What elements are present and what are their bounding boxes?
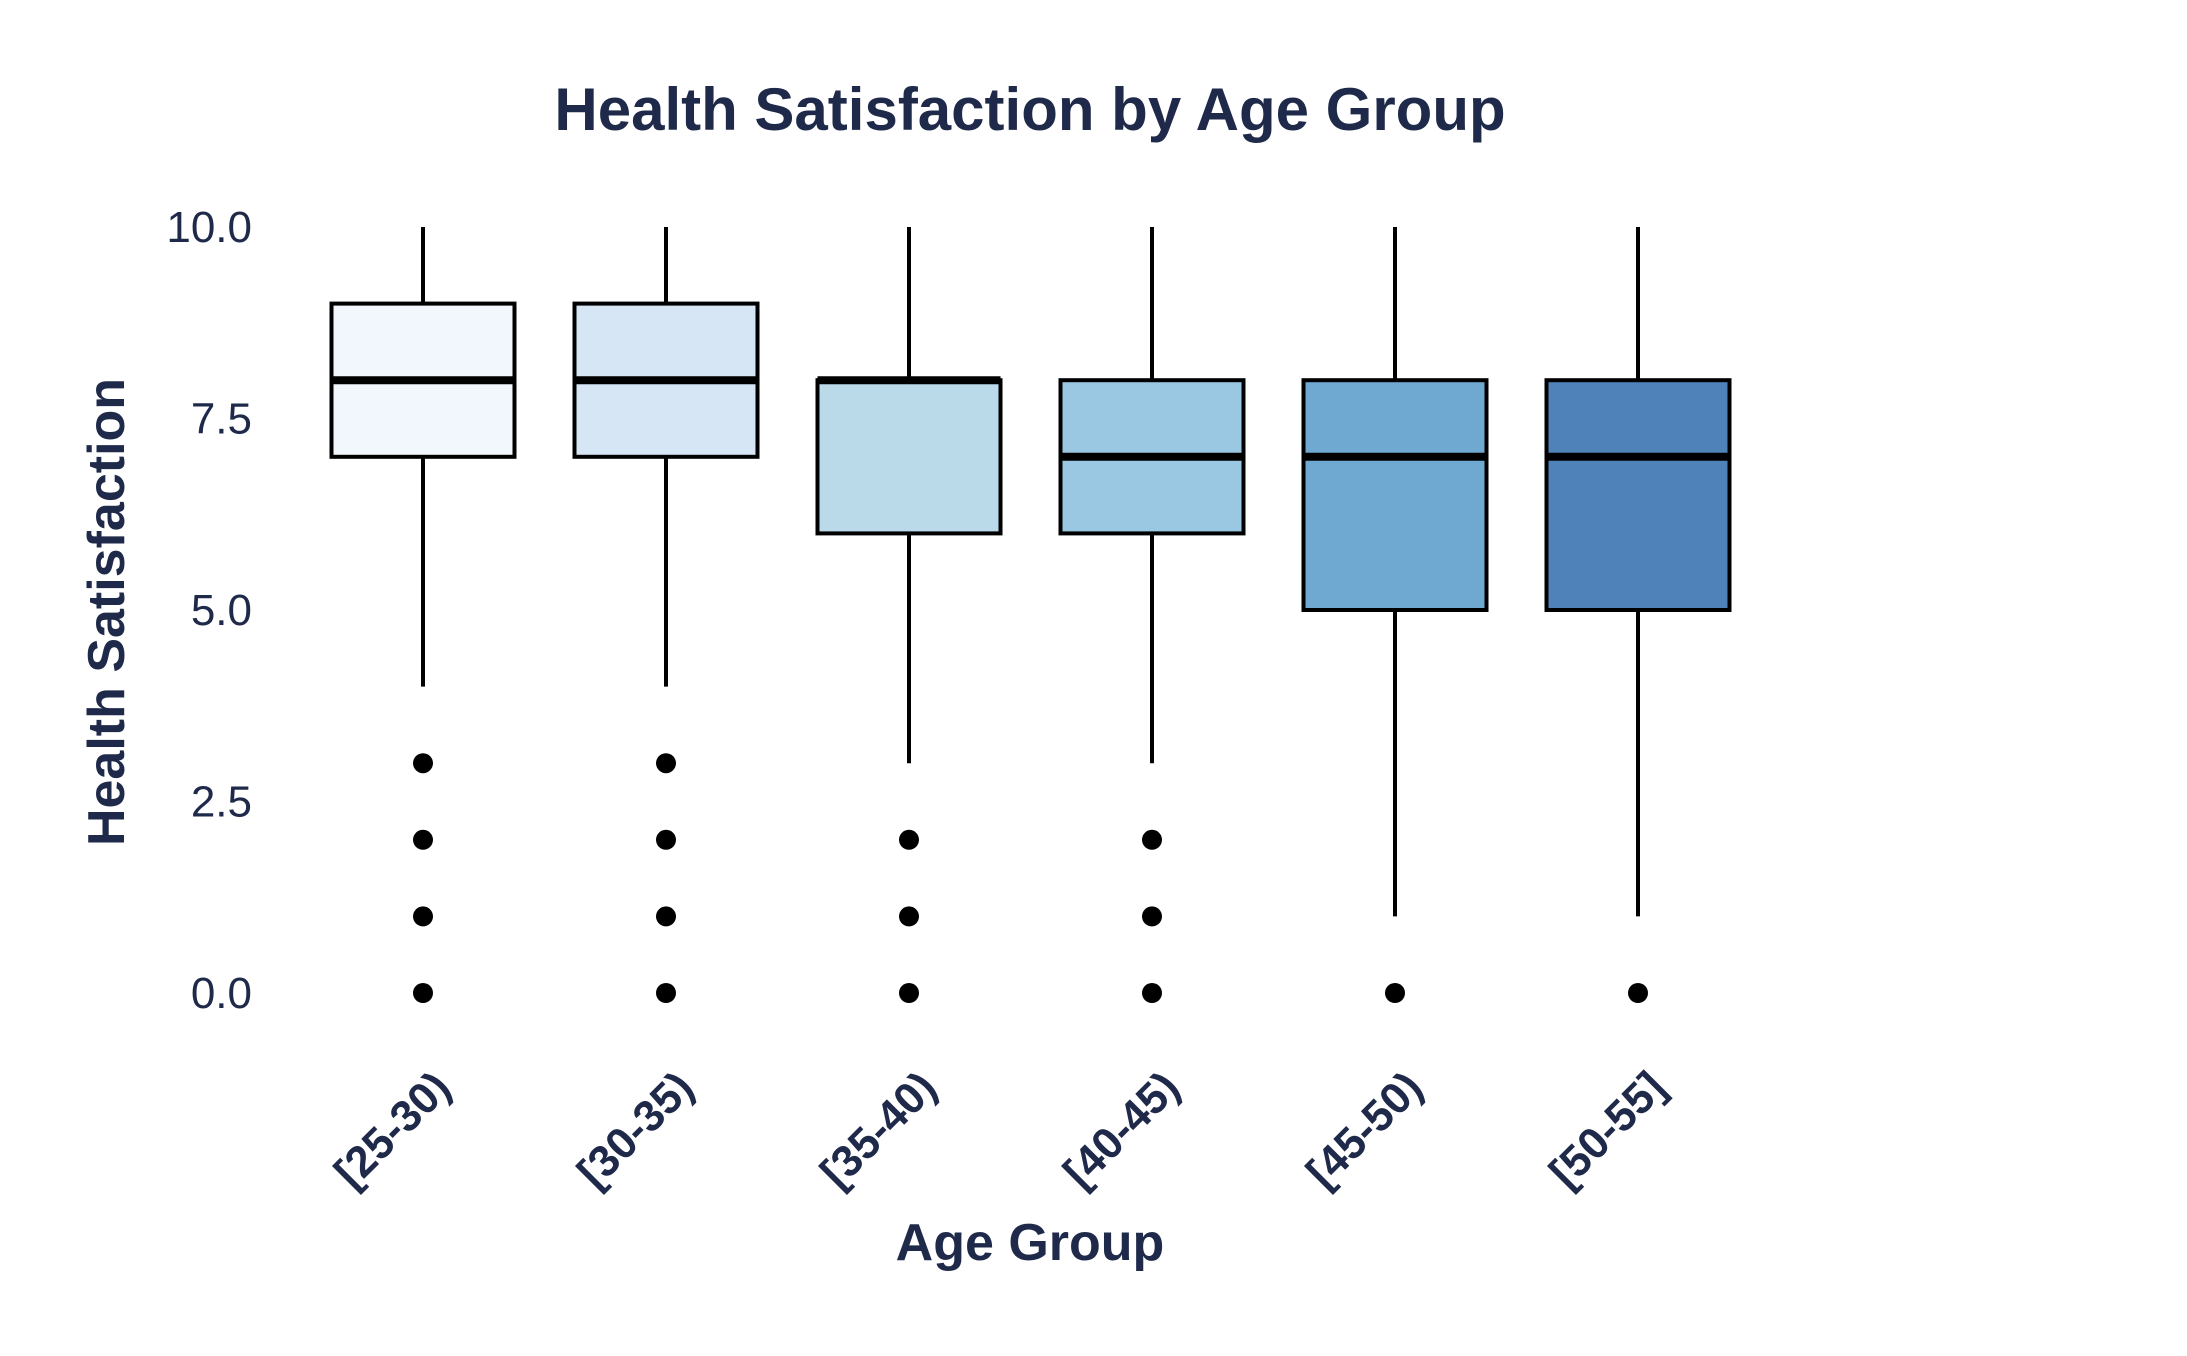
outlier-point: [656, 983, 676, 1003]
outlier-point: [656, 753, 676, 774]
x-tick-label: [30-35): [568, 1062, 703, 1197]
iqr-box: [815, 378, 1003, 536]
box-plot-group: [1058, 227, 1246, 1003]
box-plot-group: [329, 227, 517, 1003]
x-tick-label: [25-30): [325, 1062, 460, 1197]
y-axis-label: Health Satisfaction: [78, 378, 136, 846]
outlier-point: [899, 829, 919, 850]
outlier-point: [413, 753, 433, 774]
outlier-point: [899, 906, 919, 927]
box-plot-group: [572, 227, 760, 1003]
y-tick-label: 0.0: [191, 969, 252, 1018]
outlier-point: [1385, 983, 1405, 1003]
outlier-point: [413, 983, 433, 1003]
box-plot-group: [815, 227, 1003, 1003]
y-tick-label: 7.5: [191, 395, 252, 444]
outlier-point: [1142, 906, 1162, 927]
outlier-point: [1142, 983, 1162, 1003]
outlier-point: [899, 983, 919, 1003]
y-axis-ticks: 0.0 2.5 5.0 7.5 10.0: [166, 203, 252, 1018]
outlier-point: [1142, 829, 1162, 850]
x-axis-label: Age Group: [896, 1214, 1165, 1272]
outlier-point: [656, 906, 676, 927]
y-tick-label: 10.0: [166, 203, 252, 252]
x-tick-label: [35-40): [811, 1062, 946, 1197]
iqr-box: [1544, 378, 1732, 613]
y-tick-label: 5.0: [191, 586, 252, 635]
outlier-point: [656, 829, 676, 850]
chart-title: Health Satisfaction by Age Group: [554, 76, 1505, 143]
x-tick-label: [40-45): [1054, 1062, 1189, 1197]
x-axis-ticks: [25-30) [30-35) [35-40) [40-45) [45-50) [50-5…: [325, 1062, 1675, 1197]
outlier-point: [1628, 983, 1648, 1003]
y-tick-label: 2.5: [191, 778, 252, 827]
x-tick-label: [45-50): [1297, 1062, 1432, 1197]
outlier-point: [413, 829, 433, 850]
box-plot-group: [1544, 227, 1732, 1003]
outlier-point: [413, 906, 433, 927]
box-plot-group: [1301, 227, 1489, 1003]
box-plots: [329, 227, 1732, 1003]
iqr-box: [1301, 378, 1489, 613]
x-tick-label: [50-55]: [1540, 1062, 1675, 1197]
